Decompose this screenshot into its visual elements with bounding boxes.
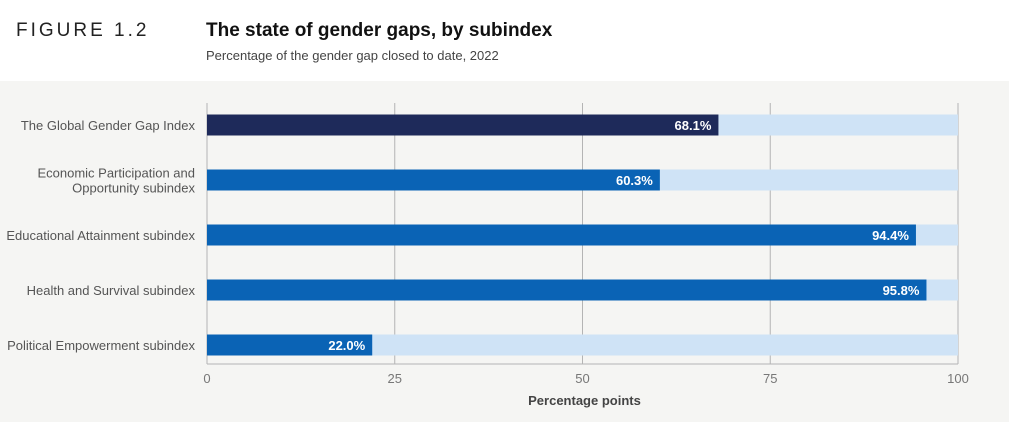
category-label: Opportunity subindex <box>72 181 195 196</box>
x-tick-label: 25 <box>388 371 402 386</box>
category-label: Economic Participation and <box>37 166 195 181</box>
data-label: 68.1% <box>675 118 712 133</box>
category-label: Health and Survival subindex <box>27 283 196 298</box>
bar <box>207 114 719 136</box>
bar <box>207 334 373 356</box>
category-label: Political Empowerment subindex <box>7 338 195 353</box>
chart-subtitle: Percentage of the gender gap closed to d… <box>206 48 499 63</box>
x-tick-label: 100 <box>947 371 969 386</box>
category-label: The Global Gender Gap Index <box>21 118 196 133</box>
x-tick-label: 75 <box>763 371 777 386</box>
category-label: Educational Attainment subindex <box>6 228 195 243</box>
chart-title: The state of gender gaps, by subindex <box>206 20 553 41</box>
x-axis-title: Percentage points <box>528 393 641 408</box>
x-tick-label: 0 <box>203 371 210 386</box>
data-label: 95.8% <box>883 283 920 298</box>
figure-number: FIGURE 1.2 <box>16 20 150 41</box>
bar-remainder <box>207 334 958 356</box>
data-label: 94.4% <box>872 228 909 243</box>
bar <box>207 169 660 191</box>
data-label: 60.3% <box>616 173 653 188</box>
chart-panel <box>0 81 1009 422</box>
x-tick-label: 50 <box>575 371 589 386</box>
data-label: 22.0% <box>328 338 365 353</box>
bar <box>207 224 916 246</box>
bar <box>207 279 927 301</box>
